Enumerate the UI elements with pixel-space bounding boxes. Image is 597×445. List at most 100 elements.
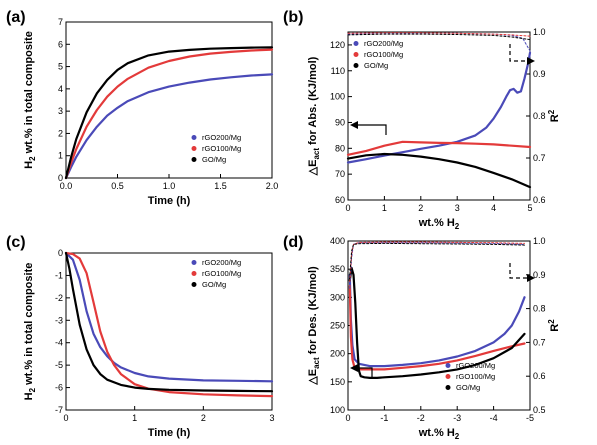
legend-marker <box>191 146 197 151</box>
y-tick-label: -2 <box>55 293 63 303</box>
x-tick-label: 2 <box>201 413 206 423</box>
panel-label: (d) <box>283 234 303 251</box>
y-tick-label: 400 <box>330 236 345 246</box>
series-line <box>64 46 274 180</box>
y-tick-label: 5 <box>58 62 63 72</box>
panel-c: (c) 0 1 2 3 -7 -6 -5 -4 -3 -2 -1 0 Time (h) H2 wt.% in… <box>6 234 275 439</box>
series-line <box>346 140 532 156</box>
right-axis-arrow-head <box>527 274 535 282</box>
x-tick-label: 1.0 <box>163 181 176 191</box>
y-tick-label: 100 <box>330 92 345 102</box>
panel-label: (c) <box>6 234 26 251</box>
x-tick-label: -5 <box>526 413 534 423</box>
x-tick-label: 1 <box>382 203 387 213</box>
series-line <box>64 251 274 393</box>
y-tick-label: -5 <box>55 360 63 370</box>
x-axis-title: Time (h) <box>148 195 191 207</box>
y-tick-label: 150 <box>330 377 345 387</box>
legend-marker <box>445 374 451 379</box>
right-axis-arrow <box>509 263 528 279</box>
x-tick-label: 3 <box>269 413 274 423</box>
legend-marker <box>191 135 197 140</box>
r2-series-line <box>347 32 531 37</box>
legend-label: rGO200/Mg <box>202 258 241 267</box>
y-tick-label: -3 <box>55 315 63 325</box>
plot-frame <box>65 252 273 411</box>
x-tick-label: 2 <box>418 203 423 213</box>
y2-tick-label: 1.0 <box>533 27 546 37</box>
y-tick-label: 70 <box>335 169 345 179</box>
legend-label: GO/Mg <box>202 155 226 164</box>
series-line <box>348 266 526 379</box>
y-tick-label: -1 <box>55 270 63 280</box>
y2-tick-label: 0.9 <box>533 270 546 280</box>
y2-tick-label: 0.6 <box>533 195 546 205</box>
series-line <box>348 273 526 368</box>
y-tick-label: 200 <box>330 349 345 359</box>
y2-tick-label: 0.8 <box>533 304 546 314</box>
y2-tick-label: 0.7 <box>533 337 546 347</box>
x-tick-label: 0.5 <box>111 181 124 191</box>
legend-label: GO/Mg <box>364 61 388 70</box>
x-axis-title: wt.% H2 <box>418 217 460 231</box>
right-axis-arrow <box>509 44 528 62</box>
x-tick-label: 0 <box>345 203 350 213</box>
y2-tick-label: 0.6 <box>533 371 546 381</box>
x-tick-label: -4 <box>490 413 498 423</box>
legend-label: rGO100/Mg <box>202 269 241 278</box>
y-tick-label: 120 <box>330 40 345 50</box>
y-tick-label: 6 <box>58 39 63 49</box>
legend-marker <box>191 157 197 162</box>
series-line <box>348 285 526 371</box>
y-axis-title: △Eact for Abs. (KJ/mol) <box>307 56 321 176</box>
y-tick-label: 350 <box>330 264 345 274</box>
plot-frame <box>347 240 531 411</box>
x-tick-label: -2 <box>417 413 425 423</box>
legend-marker <box>445 363 451 368</box>
x-tick-label: 0 <box>345 413 350 423</box>
legend-label: rGO100/Mg <box>364 50 403 59</box>
y-tick-label: -6 <box>55 383 63 393</box>
series-line <box>346 152 532 189</box>
left-axis-arrow-head <box>350 121 358 129</box>
legend-label: rGO100/Mg <box>456 372 495 381</box>
plot-frame <box>65 21 273 179</box>
legend-marker <box>191 271 197 276</box>
x-tick-label: 3 <box>455 203 460 213</box>
legend-label: rGO200/Mg <box>202 133 241 142</box>
legend-marker <box>353 52 359 57</box>
y2-tick-label: 0.5 <box>533 405 546 415</box>
series-line <box>64 48 274 180</box>
legend-label: rGO200/Mg <box>456 361 495 370</box>
legend-marker <box>353 63 359 68</box>
y-axis-title: △Eact for Des. (KJ/mol) <box>307 266 321 386</box>
panel-b: (b) 0 1 2 3 4 5 60 70 80 90 100 110 120 0.6 0.7 0.8 0.9 1.… <box>283 9 561 231</box>
y-tick-label: 3 <box>58 106 63 116</box>
x-axis-title: Time (h) <box>148 427 191 439</box>
y-tick-label: -4 <box>55 338 63 348</box>
x-tick-label: 1 <box>132 413 137 423</box>
y-tick-label: 0 <box>58 173 63 183</box>
y2-tick-label: 0.7 <box>533 153 546 163</box>
y-tick-label: 7 <box>58 17 63 27</box>
x-axis-title: wt.% H2 <box>418 427 460 441</box>
panel-label: (a) <box>6 9 26 26</box>
y-tick-label: 100 <box>330 405 345 415</box>
legend-marker <box>191 260 197 265</box>
x-tick-label: 2.0 <box>266 181 279 191</box>
y-tick-label: 250 <box>330 321 345 331</box>
x-tick-label: 5 <box>527 203 532 213</box>
panel-a: (a) 0.0 0.5 1.0 1.5 2.0 0 1 2 3 4 5 6 7 Time (h) H2 wt.… <box>6 9 278 207</box>
y-tick-label: 80 <box>335 143 345 153</box>
x-tick-label: 4 <box>491 203 496 213</box>
legend-label: GO/Mg <box>456 383 480 392</box>
y2-axis-title: R2 <box>547 109 561 122</box>
r2-series-line <box>347 33 531 41</box>
x-tick-label: 0 <box>63 413 68 423</box>
x-tick-label: 0.0 <box>60 181 73 191</box>
x-tick-label: -1 <box>380 413 388 423</box>
y-tick-label: 300 <box>330 292 345 302</box>
y-tick-label: -7 <box>55 405 63 415</box>
y2-tick-label: 1.0 <box>533 236 546 246</box>
